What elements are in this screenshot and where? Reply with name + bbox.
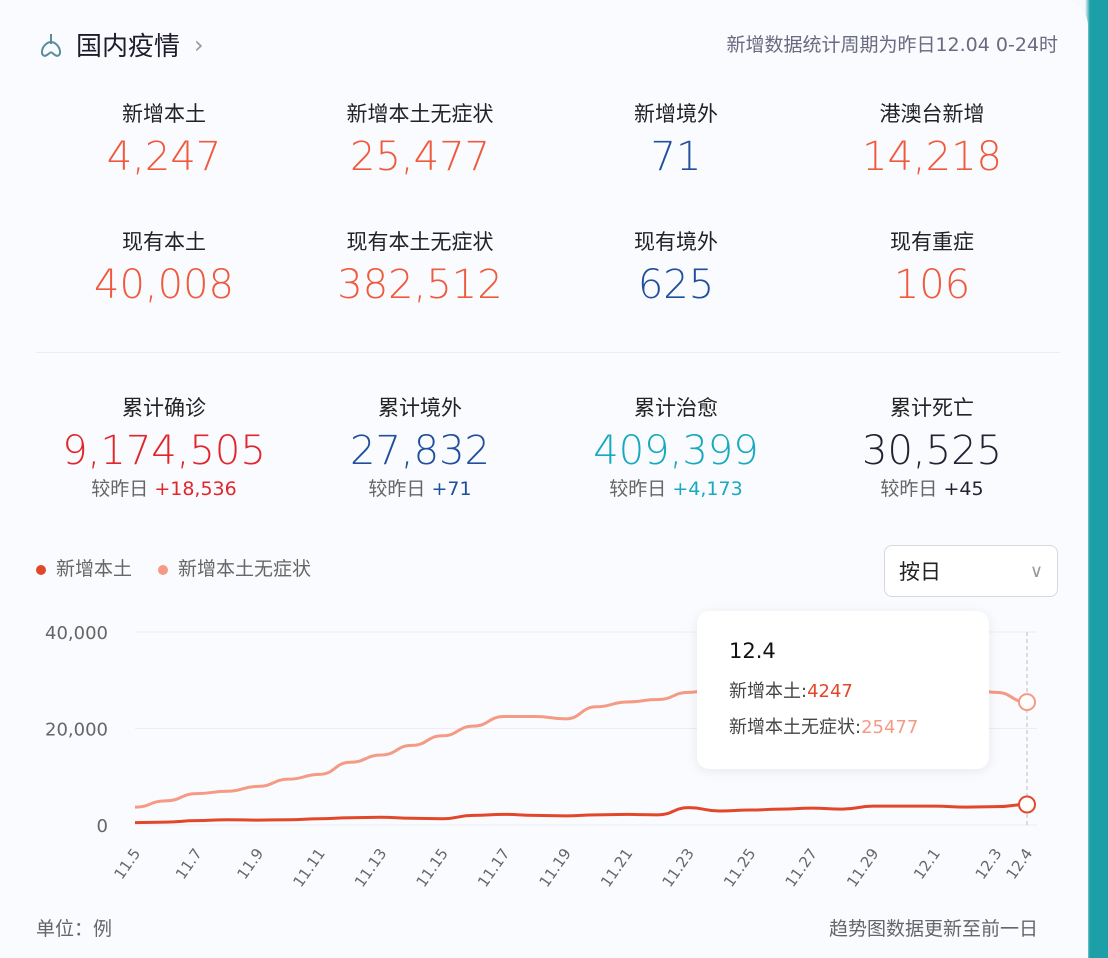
new-stats-row: 新增本土 4,247 新增本土无症状 25,477 新增境外 71 港澳台新增 14,218 [36, 98, 1060, 180]
x-tick-label: 11.25 [720, 845, 759, 891]
tooltip-label-confirmed: 新增本土: [729, 681, 808, 702]
stat-value: 382,512 [337, 262, 503, 308]
stat-compare: 较昨日 +4,173 [548, 474, 804, 501]
chart-legend: 新增本土 新增本土无症状 [36, 554, 311, 581]
stat-row3-1: 累计境外 27,832 较昨日 +71 [292, 392, 548, 501]
stat-label: 新增本土无症状 [346, 102, 494, 126]
stat-label: 现有境外 [634, 230, 718, 254]
stat-value: 106 [893, 262, 971, 308]
compare-value: +45 [943, 478, 984, 500]
unit-label: 单位：例 [36, 918, 113, 940]
stat-label: 新增本土 [122, 102, 206, 126]
stat-row2-0: 现有本土 40,008 [36, 226, 292, 308]
compare-label: 较昨日 [609, 478, 667, 500]
stat-label: 累计治愈 [634, 396, 718, 420]
stat-value: 25,477 [350, 134, 490, 180]
compare-value: +4,173 [672, 478, 743, 500]
legend-label: 新增本土 [56, 558, 133, 580]
cumulative-stats-row: 累计确诊 9,174,505 较昨日 +18,536 累计境外 27,832 较昨日 +7… [36, 392, 1060, 501]
x-tick-label: 11.7 [172, 845, 206, 883]
series-point-1 [1018, 693, 1036, 712]
divider [36, 352, 1060, 353]
section-header[interactable]: 国内疫情 › [36, 26, 204, 63]
select-value: 按日 [899, 560, 941, 584]
stat-row3-0: 累计确诊 9,174,505 较昨日 +18,536 [36, 392, 292, 501]
x-tick-label: 12.3 [972, 845, 1006, 883]
stat-label: 累计确诊 [122, 396, 206, 420]
x-tick-label: 11.11 [289, 845, 328, 891]
stat-compare: 较昨日 +71 [292, 474, 548, 501]
y-tick-label: 40,000 [45, 623, 108, 644]
y-tick-label: 0 [97, 816, 108, 837]
x-tick-label: 11.13 [351, 845, 390, 891]
tooltip-date: 12.4 [729, 639, 776, 663]
stat-value: 71 [650, 134, 702, 180]
stat-row3-2: 累计治愈 409,399 较昨日 +4,173 [548, 392, 804, 501]
current-stats-row: 现有本土 40,008 现有本土无症状 382,512 现有境外 625 现有重症 106 [36, 226, 1060, 308]
stat-compare: 较昨日 +18,536 [36, 474, 292, 501]
x-tick-label: 12.4 [1002, 845, 1036, 883]
stat-label: 新增境外 [634, 102, 718, 126]
lungs-icon [40, 33, 62, 57]
x-tick-label: 11.17 [474, 845, 513, 891]
legend-label: 新增本土无症状 [178, 558, 312, 580]
stat-value: 4,247 [106, 134, 222, 180]
chevron-down-icon: ∨ [1029, 560, 1043, 582]
y-tick-label: 20,000 [45, 720, 108, 741]
stat-value: 625 [637, 262, 715, 308]
trend-chart[interactable]: 0 20,000 40,000 11.5 11.7 11.9 11.11 11.13 11.15… [0, 600, 1088, 900]
x-tick-label: 11.19 [536, 845, 575, 891]
chevron-right-icon[interactable]: › [194, 30, 204, 59]
stat-row1-3: 港澳台新增 14,218 [804, 98, 1060, 180]
compare-label: 较昨日 [91, 478, 149, 500]
tooltip-value-asym: 25477 [861, 717, 919, 738]
stat-label: 港澳台新增 [879, 102, 985, 126]
stat-label: 现有重症 [890, 230, 974, 254]
stat-label: 现有本土无症状 [346, 230, 494, 254]
stat-period: 新增数据统计周期为昨日12.04 0-24时 [726, 34, 1058, 56]
compare-value: +71 [431, 478, 472, 500]
chart-tooltip: 12.4 新增本土:4247 新增本土无症状:25477 [697, 611, 989, 769]
stat-value: 9,174,505 [62, 428, 266, 474]
stat-label: 现有本土 [122, 230, 206, 254]
x-tick-label: 11.9 [233, 845, 267, 883]
update-note: 趋势图数据更新至前一日 [828, 918, 1038, 940]
tooltip-value-confirmed: 4247 [807, 681, 853, 702]
stat-value: 30,525 [862, 428, 1002, 474]
tooltip-label-asym: 新增本土无症状: [729, 717, 862, 738]
legend-item-asymptomatic[interactable]: 新增本土无症状 [158, 554, 311, 581]
legend-item-confirmed[interactable]: 新增本土 [36, 554, 132, 581]
stat-value: 409,399 [593, 428, 759, 474]
stat-value: 27,832 [350, 428, 490, 474]
x-tick-label: 11.27 [782, 845, 821, 891]
x-tick-label: 12.1 [910, 845, 944, 883]
compare-label: 较昨日 [880, 478, 938, 500]
stat-row2-2: 现有境外 625 [548, 226, 804, 308]
section-title: 国内疫情 [76, 32, 181, 62]
stat-label: 累计境外 [378, 396, 462, 420]
stat-row1-2: 新增境外 71 [548, 98, 804, 180]
stat-value: 14,218 [862, 134, 1002, 180]
x-tick-label: 11.29 [843, 845, 882, 891]
x-tick-label: 11.23 [659, 845, 698, 891]
stat-compare: 较昨日 +45 [804, 474, 1060, 501]
stat-row2-1: 现有本土无症状 382,512 [292, 226, 548, 308]
compare-value: +18,536 [154, 478, 237, 500]
x-tick-label: 11.15 [412, 845, 451, 891]
stat-row2-3: 现有重症 106 [804, 226, 1060, 308]
stat-value: 40,008 [94, 262, 234, 308]
stat-row1-1: 新增本土无症状 25,477 [292, 98, 548, 180]
series-point-0 [1018, 795, 1036, 814]
x-tick-label: 11.21 [597, 845, 636, 891]
stat-label: 累计死亡 [890, 396, 974, 420]
period-select[interactable]: 按日 ∨ [884, 545, 1058, 597]
stat-row3-3: 累计死亡 30,525 较昨日 +45 [804, 392, 1060, 501]
series-line-0 [134, 803, 1028, 825]
compare-label: 较昨日 [368, 478, 426, 500]
stat-row1-0: 新增本土 4,247 [36, 98, 292, 180]
x-tick-label: 11.5 [110, 845, 144, 883]
